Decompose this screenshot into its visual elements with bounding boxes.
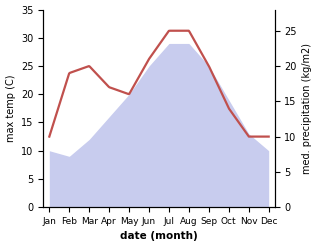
Y-axis label: med. precipitation (kg/m2): med. precipitation (kg/m2) [302,43,313,174]
X-axis label: date (month): date (month) [120,231,198,242]
Y-axis label: max temp (C): max temp (C) [5,75,16,142]
